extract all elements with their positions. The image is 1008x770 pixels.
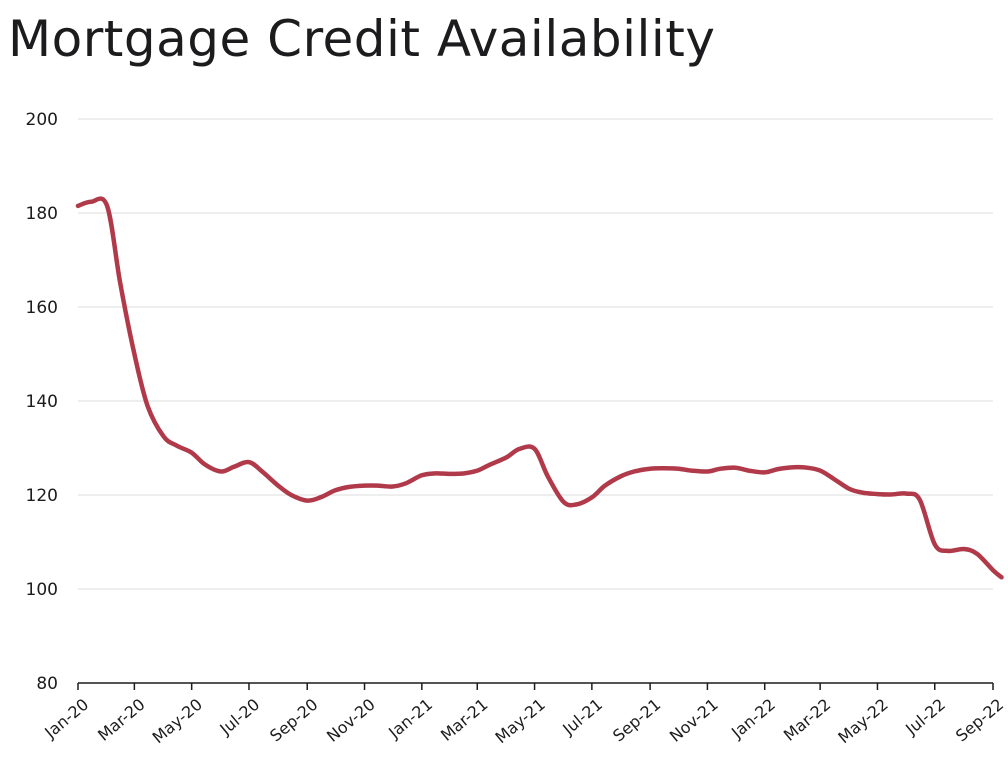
x-tick-label: Jul-20	[215, 695, 263, 739]
chart-title: Mortgage Credit Availability	[8, 10, 716, 68]
y-tick-label: 200	[26, 110, 58, 130]
x-tick-label: Sep-21	[609, 695, 664, 746]
gridlines	[78, 118, 993, 590]
x-tick-label: Jan-22	[727, 695, 779, 743]
x-tick-label: Mar-21	[437, 695, 492, 745]
y-axis-ticks: 80 100 120 140 160 180 200	[26, 110, 58, 694]
x-tick-label: Nov-21	[666, 695, 722, 746]
x-axis-ticks: Jan-20 Mar-20 May-20 Jul-20 Sep-20 Nov-20 Jan-…	[40, 683, 1007, 747]
y-tick-label: 180	[26, 204, 58, 224]
x-tick-label: Jan-21	[384, 695, 436, 743]
x-tick-label: Nov-20	[323, 695, 379, 746]
x-tick-label: Sep-20	[266, 695, 321, 746]
x-tick-label: May-22	[834, 695, 891, 747]
x-tick-label: Jan-20	[40, 695, 92, 743]
x-tick-label: Mar-22	[780, 695, 835, 745]
x-tick-label: Sep-22	[952, 695, 1007, 746]
y-tick-label: 120	[26, 486, 58, 506]
y-tick-label: 80	[36, 674, 58, 694]
x-tick-label: Jul-21	[558, 695, 606, 739]
y-tick-label: 140	[26, 392, 58, 412]
x-tick-label: Jul-22	[901, 695, 949, 739]
x-tick-label: Mar-20	[94, 695, 149, 745]
x-tick-label: May-21	[491, 695, 548, 747]
series-line	[75, 196, 1004, 580]
y-tick-label: 100	[26, 580, 58, 600]
y-tick-label: 160	[26, 298, 58, 318]
x-tick-label: May-20	[149, 695, 206, 747]
